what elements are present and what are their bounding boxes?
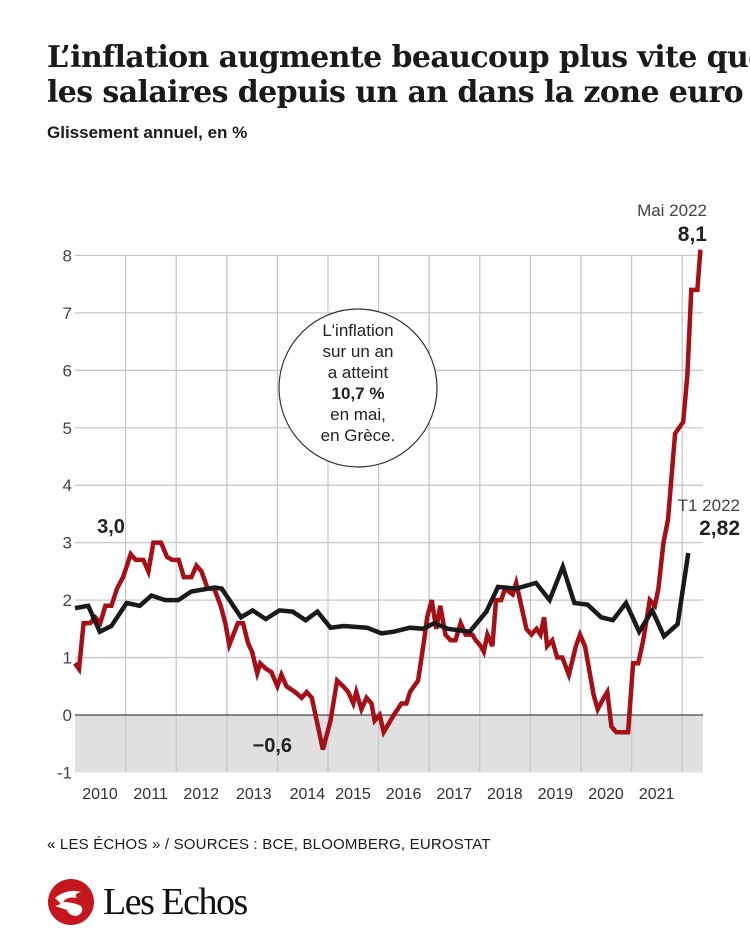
red-end-date: Mai 2022 xyxy=(637,201,707,220)
y-tick-label: 3 xyxy=(63,534,72,553)
y-tick-label: 5 xyxy=(63,419,72,438)
callout-text: en Grèce. xyxy=(321,426,396,445)
callout-text: 10,7 % xyxy=(332,384,385,403)
x-tick-label: 2011 xyxy=(133,786,168,803)
series-line-wages xyxy=(74,552,691,641)
x-tick-label: 2012 xyxy=(183,786,219,803)
source-note: « LES ÉCHOS » / SOURCES : BCE, BLOOMBERG… xyxy=(47,836,491,853)
chart-subtitle: Glissement annuel, en % xyxy=(47,123,248,142)
logo-wordmark: Les Echos xyxy=(103,881,248,923)
x-tick-label: 2010 xyxy=(82,786,118,803)
title-line-1: L’inflation augmente beaucoup plus vite … xyxy=(47,40,750,75)
x-tick-label: 2021 xyxy=(639,786,675,803)
y-tick-label: 7 xyxy=(63,304,72,323)
y-tick-label: 1 xyxy=(63,649,72,668)
les-echos-logo: Les Echos xyxy=(47,878,248,926)
black-end-date: T1 2022 xyxy=(678,496,740,515)
x-tick-label: 2014 xyxy=(290,786,326,803)
series-line-inflation xyxy=(73,249,703,751)
y-tick-label: 2 xyxy=(63,591,72,610)
x-tick-label: 2017 xyxy=(436,786,472,803)
callout-circle xyxy=(278,308,438,468)
y-tick-label: 8 xyxy=(63,246,72,265)
black-end-value: 2,82 xyxy=(699,517,740,540)
chart-title: L’inflation augmente beaucoup plus vite … xyxy=(47,40,750,110)
callout-text: a atteint xyxy=(328,363,389,382)
x-tick-label: 2019 xyxy=(538,786,574,803)
y-tick-label: -1 xyxy=(57,763,72,782)
x-tick-label: 2018 xyxy=(487,786,523,803)
y-tick-label: 0 xyxy=(63,706,72,725)
peak-label: 3,0 xyxy=(97,516,125,538)
x-tick-label: 2015 xyxy=(335,786,371,803)
red-end-value: 8,1 xyxy=(678,223,708,246)
low-label: −0,6 xyxy=(253,735,292,757)
line-chart: -1 0 1 2 3 4 5 6 7 8 2010 2011 2012 2013 2014 2015 2016 2… xyxy=(57,201,740,803)
y-tick-label: 4 xyxy=(63,476,72,495)
x-tick-label: 2013 xyxy=(236,786,272,803)
callout-text: sur un an xyxy=(323,342,394,361)
title-line-2: les salaires depuis un an dans la zone e… xyxy=(47,75,744,110)
callout-text: L'inflation xyxy=(322,321,393,340)
x-tick-label: 2020 xyxy=(588,786,624,803)
mercury-head-icon xyxy=(48,879,94,925)
x-tick-label: 2016 xyxy=(386,786,422,803)
y-tick-label: 6 xyxy=(63,361,72,380)
callout-text: en mai, xyxy=(330,405,386,424)
